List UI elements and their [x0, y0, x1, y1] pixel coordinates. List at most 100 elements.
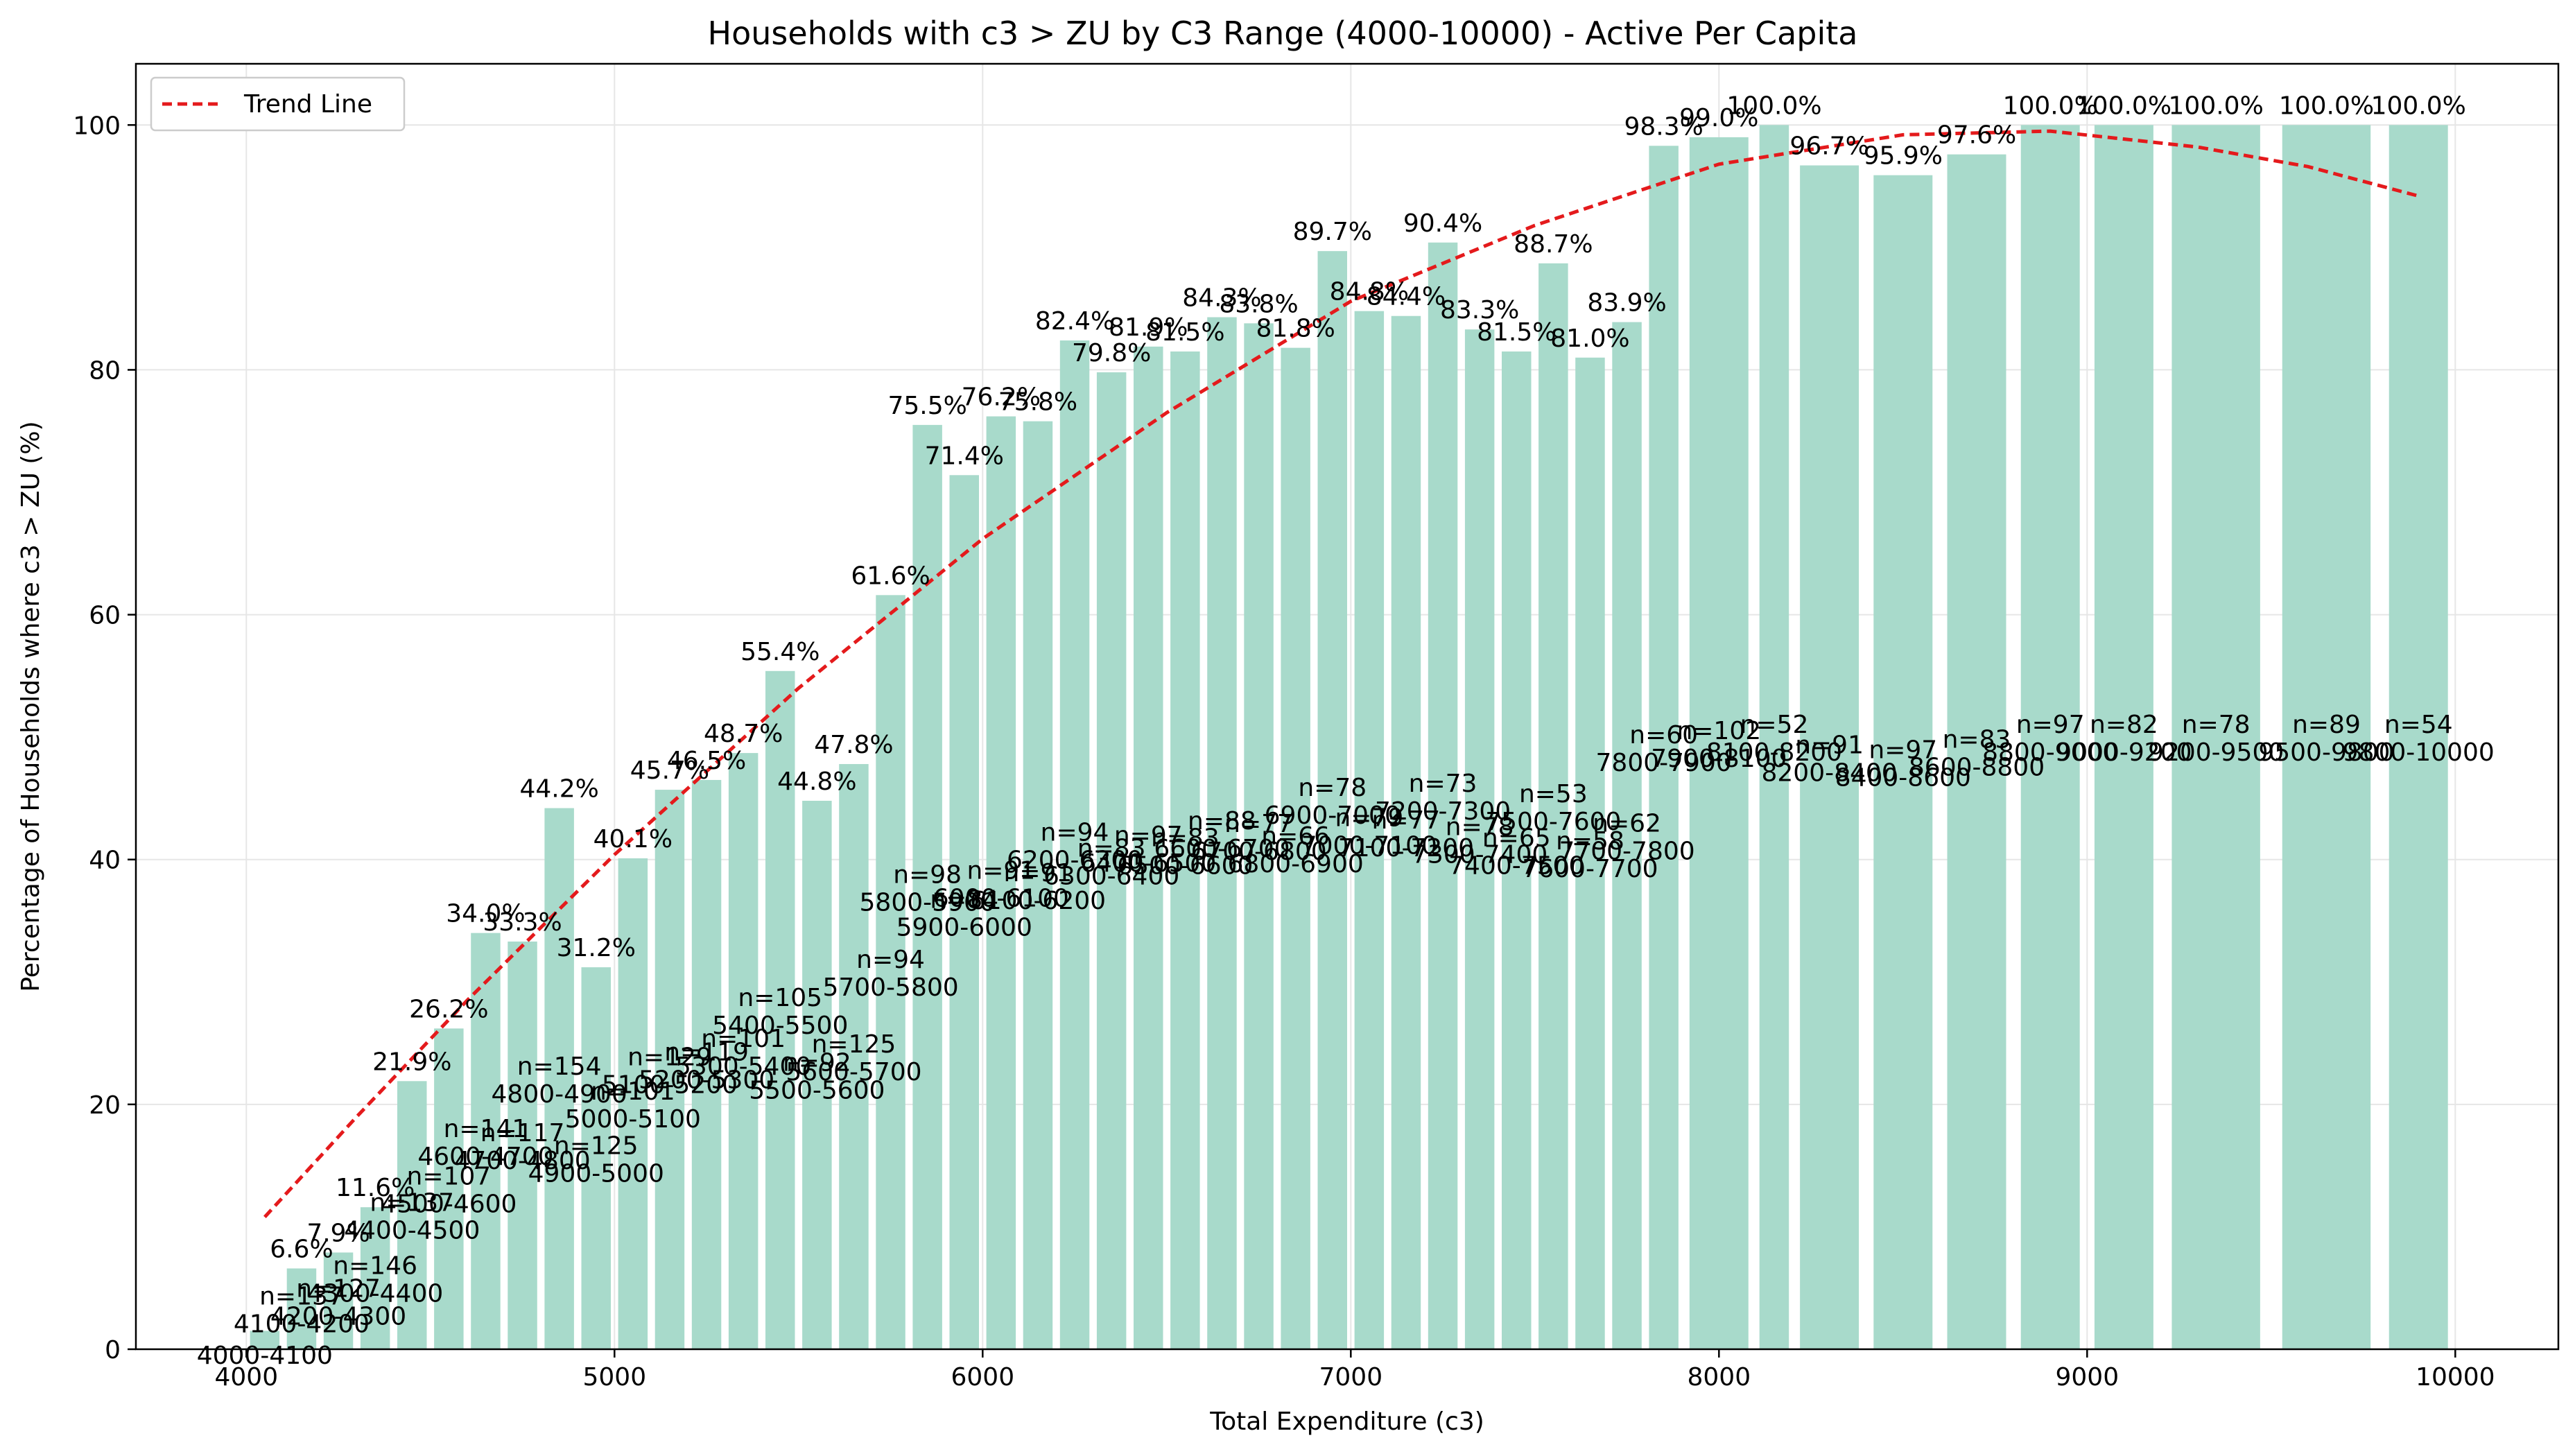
- bar-range-label: 5900-6000: [896, 914, 1032, 942]
- bar-percent-label: 34.0%: [446, 900, 525, 928]
- bar-count-label: n=97: [1869, 736, 1937, 764]
- chart-title: Households with c3 > ZU by C3 Range (400…: [708, 15, 1858, 52]
- trend-line-path: [263, 129, 2419, 1218]
- bar-count-label: n=92: [783, 1048, 851, 1077]
- bar: [1170, 351, 1200, 1349]
- bar-range-label: 5300-5400: [675, 1052, 811, 1081]
- bar: [1575, 357, 1605, 1349]
- bar-percent-label: 45.7%: [630, 756, 709, 785]
- bar-percent-label: 81.5%: [1145, 318, 1224, 347]
- bar: [1059, 340, 1090, 1350]
- y-tick-label: 20: [89, 1091, 121, 1120]
- bar-percent-label: 100.0%: [2279, 92, 2374, 120]
- bar: [2171, 125, 2260, 1349]
- bar: [581, 967, 611, 1349]
- axis-ticks: 4000 5000 6000 7000 8000 9000 10000 0 20 40 60 80 10…: [73, 112, 2495, 1392]
- bar: [286, 1268, 317, 1349]
- bar: [802, 800, 832, 1349]
- bar-count-label: n=62: [1593, 809, 1661, 838]
- bar-percent-label: 11.6%: [336, 1174, 415, 1202]
- bar: [508, 942, 537, 1349]
- bar-count-label: n=97: [1114, 822, 1183, 850]
- bar-percent-label: 26.2%: [409, 995, 488, 1023]
- bar-percent-label: 55.4%: [740, 638, 820, 666]
- bar-count-label: n=107: [407, 1163, 492, 1191]
- bar: [397, 1081, 427, 1349]
- bar-percent-label: 61.6%: [851, 562, 930, 590]
- bar-count-label: n=60: [1629, 721, 1698, 749]
- bar: [876, 595, 905, 1349]
- bar-count-label: n=137: [259, 1283, 344, 1311]
- bar: [986, 416, 1016, 1350]
- bar: [434, 1028, 464, 1349]
- bar-count-label: n=84: [930, 886, 998, 915]
- bar-range-label: 8200-8400: [1761, 759, 1897, 787]
- bar-range-label: 9200-9500: [2148, 738, 2284, 767]
- bar-percent-label: 81.9%: [1109, 313, 1188, 342]
- x-axis-label: Total Expenditure (c3): [1209, 1407, 1484, 1436]
- bar-range-label: 6700-6800: [1190, 838, 1326, 866]
- y-tick-label: 40: [89, 847, 121, 875]
- bar-count-label: n=146: [333, 1252, 417, 1281]
- bar-count-label: n=66: [1261, 822, 1330, 851]
- bar: [912, 424, 942, 1349]
- bar-percent-label: 100.0%: [2077, 92, 2171, 120]
- bar-percent-label: 48.7%: [704, 720, 783, 748]
- bar-percent-label: 89.7%: [1293, 218, 1372, 246]
- bar-count-label: n=105: [738, 984, 822, 1012]
- bar-count-label: n=89: [2292, 711, 2361, 739]
- bar: [471, 933, 501, 1349]
- bar: [1391, 315, 1421, 1349]
- bar-count-label: n=78: [2182, 711, 2251, 739]
- bar: [1207, 317, 1237, 1349]
- bar: [2094, 125, 2153, 1349]
- bar-range-label: 5100-5200: [602, 1071, 738, 1100]
- bar-percent-label: 96.7%: [1789, 132, 1869, 161]
- bar-count-label: n=129: [627, 1043, 712, 1072]
- bar-count-label: n=94: [1041, 819, 1109, 847]
- bar-percent-label: 7.9%: [306, 1220, 370, 1248]
- bar: [2282, 125, 2371, 1349]
- bar-percent-label: 81.8%: [1256, 315, 1335, 343]
- legend-box: [150, 76, 406, 132]
- bar-percent-label: 98.3%: [1624, 112, 1703, 141]
- bar-percent-label: 83.3%: [1440, 296, 1519, 324]
- bar-count-label: n=137: [370, 1189, 454, 1217]
- bar-count-label: n=98: [893, 860, 962, 889]
- bar: [1464, 329, 1495, 1349]
- bar-range-label: 6800-6900: [1228, 850, 1364, 878]
- bar-range-label: 4500-4600: [381, 1190, 517, 1219]
- x-tick-label: 9000: [2056, 1363, 2119, 1392]
- bar-percent-label: 44.8%: [777, 768, 856, 796]
- bar-range-label: 5700-5800: [822, 973, 958, 1002]
- bar: [1244, 323, 1274, 1349]
- bar-count-label: n=88: [1188, 807, 1256, 835]
- bar: [2388, 125, 2448, 1349]
- bar-range-label: 8100-8200: [1706, 738, 1842, 767]
- bar: [1502, 351, 1532, 1349]
- bar-count-label: n=58: [1556, 827, 1624, 856]
- bar-range-label: 5000-5100: [565, 1105, 701, 1134]
- bar-percent-label: 75.5%: [887, 392, 966, 420]
- bars: [250, 125, 2448, 1350]
- bar-count-label: n=78: [1446, 813, 1514, 842]
- bar-percent-label: 40.1%: [593, 825, 673, 853]
- bar-percent-label: 99.0%: [1679, 104, 1758, 132]
- bar-percent-label: 21.9%: [372, 1048, 451, 1076]
- y-axis-label: Percentage of Households where c3 > ZU (…: [17, 421, 45, 991]
- bar-range-label: 4800-4900: [492, 1080, 627, 1109]
- bar-range-label: 5800-5900: [860, 888, 996, 917]
- bar-count-label: n=94: [856, 946, 925, 974]
- plot-frame: [135, 62, 2560, 1351]
- bar-range-label: 7000-7100: [1301, 831, 1437, 860]
- bar-percent-label: 82.4%: [1035, 307, 1114, 336]
- bar: [1649, 146, 1679, 1349]
- bar-count-label: n=101: [591, 1077, 675, 1106]
- bar-percent-label: 97.6%: [1937, 121, 2016, 150]
- y-tick-label: 60: [89, 602, 121, 630]
- bar-percent-label: 100.0%: [1726, 92, 1821, 120]
- bar: [654, 790, 685, 1349]
- bar-range-label: 5600-5700: [786, 1058, 921, 1086]
- bar-range-label: 9500-9800: [2258, 738, 2394, 767]
